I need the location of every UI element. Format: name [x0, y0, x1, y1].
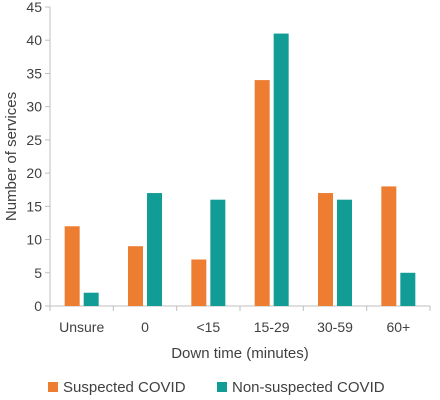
- legend-label: Non-suspected COVID: [232, 379, 385, 396]
- x-axis: Unsure 0 <15 15-29 30-59 60+: [49, 305, 431, 335]
- bar: [64, 226, 80, 306]
- legend: Suspected COVID Non-suspected COVID: [48, 379, 385, 396]
- y-tick-label: 30: [26, 99, 42, 115]
- y-tick-label: 35: [26, 65, 42, 81]
- x-tick-label: 30-59: [317, 319, 353, 335]
- y-tick-label: 0: [34, 298, 42, 314]
- legend-label: Suspected COVID: [63, 379, 186, 396]
- legend-swatch: [48, 382, 58, 392]
- bar: [191, 259, 207, 306]
- bar: [400, 272, 416, 306]
- bar: [381, 186, 397, 306]
- bar: [83, 292, 99, 306]
- x-tick-label: 0: [141, 319, 149, 335]
- bars: [64, 33, 416, 306]
- y-tick-label: 15: [26, 198, 42, 214]
- bar: [273, 33, 289, 306]
- bar: [254, 80, 270, 306]
- y-axis-title: Number of services: [3, 92, 20, 221]
- y-tick-label: 5: [34, 265, 42, 281]
- x-tick-label: <15: [196, 319, 220, 335]
- bar: [318, 193, 333, 306]
- legend-swatch: [217, 382, 227, 392]
- x-tick-label: 15-29: [254, 319, 290, 335]
- x-axis-title: Down time (minutes): [171, 345, 309, 362]
- x-tick-label: Unsure: [59, 319, 104, 335]
- y-tick-label: 45: [26, 0, 42, 15]
- y-tick-label: 20: [26, 165, 42, 181]
- bar: [210, 199, 226, 306]
- bar: [337, 199, 352, 306]
- y-tick-label: 10: [26, 232, 42, 248]
- bar: [128, 246, 143, 306]
- y-axis: 0 5 10 15 20 25 30 35 40 45: [26, 0, 51, 314]
- y-tick-label: 40: [26, 32, 42, 48]
- y-tick-label: 25: [26, 132, 42, 148]
- bar: [147, 193, 162, 306]
- x-tick-label: 60+: [386, 319, 410, 335]
